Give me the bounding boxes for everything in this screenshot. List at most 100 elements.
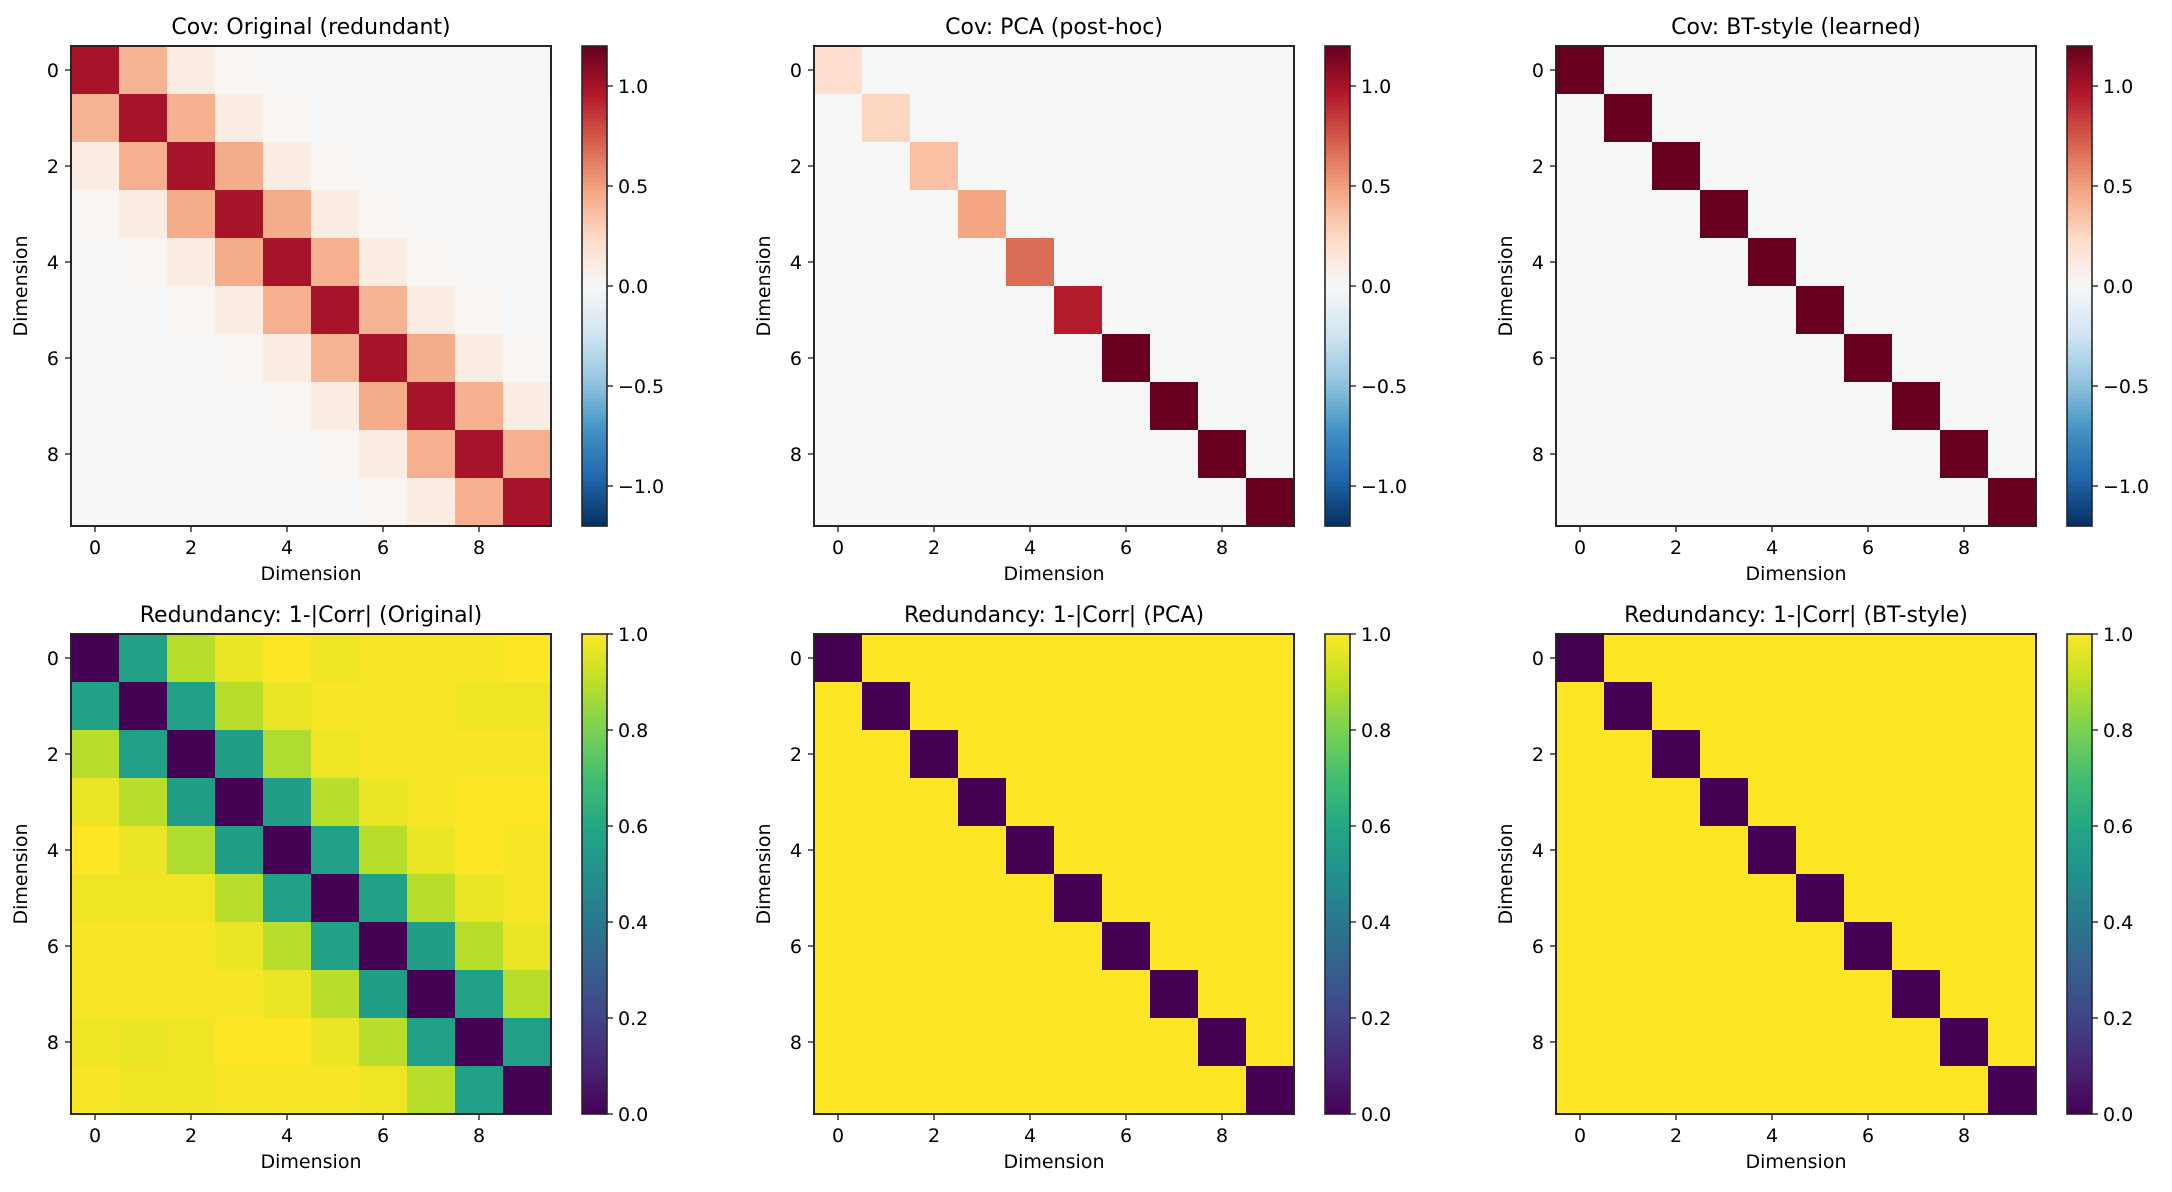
colorbar-tick-label: 0.2 <box>618 1008 648 1030</box>
colorbar-segment <box>582 458 607 463</box>
colorbar-segment <box>1325 202 1350 207</box>
heatmap-cell <box>958 634 1007 683</box>
colorbar-segment <box>1325 766 1350 771</box>
colorbar-segment <box>2067 934 2092 939</box>
colorbar-segment <box>1325 862 1350 867</box>
heatmap-cell <box>503 682 552 731</box>
heatmap-cell <box>910 826 959 875</box>
colorbar-segment <box>1325 226 1350 231</box>
heatmap-cell <box>503 94 552 143</box>
heatmap-cell <box>1006 478 1055 527</box>
colorbar-segment <box>582 1002 607 1007</box>
heatmap-cell <box>407 682 456 731</box>
heatmap-cell <box>1604 730 1653 779</box>
colorbar-segment <box>2067 234 2092 239</box>
colorbar-segment <box>582 742 607 747</box>
colorbar-segment <box>582 750 607 755</box>
colorbar-segment <box>2067 442 2092 447</box>
heatmap-cell <box>1988 826 2037 875</box>
heatmap-cell <box>1700 382 1749 431</box>
colorbar-segment <box>582 906 607 911</box>
colorbar-segment <box>1325 310 1350 315</box>
colorbar-segment <box>582 886 607 891</box>
heatmap-cell <box>1246 478 1295 527</box>
heatmap-cell <box>1796 334 1845 383</box>
colorbar-segment <box>1325 678 1350 683</box>
colorbar-segment <box>1325 762 1350 767</box>
axes-frame <box>1555 45 2037 527</box>
heatmap-cell <box>167 1066 216 1115</box>
heatmap-cell <box>958 334 1007 383</box>
colorbar-segment <box>582 910 607 915</box>
heatmap-cell <box>1246 382 1295 431</box>
heatmap-cell <box>1604 286 1653 335</box>
colorbar-segment <box>2067 446 2092 451</box>
heatmap-cell <box>1748 478 1797 527</box>
heatmap-cell <box>1988 190 2037 239</box>
colorbar-segment <box>1325 94 1350 99</box>
heatmap-cell <box>1844 634 1893 683</box>
colorbar-segment <box>1325 442 1350 447</box>
colorbar-segment <box>582 90 607 95</box>
heatmap-cell <box>910 778 959 827</box>
colorbar-segment <box>582 778 607 783</box>
heatmap-cell <box>1150 46 1199 95</box>
heatmap-cell <box>1102 478 1151 527</box>
heatmap-cell <box>1054 142 1103 191</box>
colorbar-segment <box>1325 394 1350 399</box>
heatmap-cells <box>814 634 1295 1115</box>
colorbar-segment <box>2067 1070 2092 1075</box>
heatmap-cell <box>503 1018 552 1067</box>
colorbar-segment <box>582 894 607 899</box>
colorbar-segment <box>1325 198 1350 203</box>
colorbar-segment <box>1325 454 1350 459</box>
colorbar-segment <box>2067 846 2092 851</box>
colorbar-segment <box>582 1010 607 1015</box>
heatmap-cell <box>1054 46 1103 95</box>
colorbar-segment <box>582 1062 607 1067</box>
colorbar-segment <box>582 882 607 887</box>
panel-title: Redundancy: 1-|Corr| (Original) <box>140 603 483 628</box>
colorbar-segment <box>582 890 607 895</box>
colorbar-segment <box>2067 930 2092 935</box>
colorbar-segment <box>1325 886 1350 891</box>
colorbar-segment <box>1325 922 1350 927</box>
colorbar-segment <box>1325 150 1350 155</box>
heatmap-cell <box>1556 922 1605 971</box>
colorbar-segment <box>582 102 607 107</box>
colorbar-segment <box>1325 654 1350 659</box>
colorbar-segment <box>2067 422 2092 427</box>
colorbar-segment <box>2067 414 2092 419</box>
heatmap-cell <box>167 778 216 827</box>
colorbar-segment <box>582 698 607 703</box>
colorbar-segment <box>1325 378 1350 383</box>
heatmap-cell <box>359 382 408 431</box>
heatmap-cell <box>1940 634 1989 683</box>
colorbar-segment <box>1325 334 1350 339</box>
colorbar-segment <box>1325 230 1350 235</box>
colorbar-segment <box>582 242 607 247</box>
heatmap-cell <box>1054 634 1103 683</box>
colorbar-segment <box>2067 714 2092 719</box>
heatmap-cell <box>71 874 120 923</box>
colorbar-segment <box>582 74 607 79</box>
heatmap-cell <box>263 334 312 383</box>
heatmap-cell <box>71 382 120 431</box>
heatmap-cell <box>1796 922 1845 971</box>
heatmap-cell <box>407 382 456 431</box>
colorbar-segment <box>2067 850 2092 855</box>
heatmap-cell <box>1102 1018 1151 1067</box>
heatmap-cell <box>1556 874 1605 923</box>
y-tick-label: 4 <box>790 840 802 862</box>
heatmap-cell <box>1198 778 1247 827</box>
heatmap-cell <box>407 922 456 971</box>
heatmap-cell <box>1556 478 1605 527</box>
colorbar-segment <box>582 262 607 267</box>
colorbar-segment <box>2067 322 2092 327</box>
heatmap-cell <box>71 922 120 971</box>
heatmap-cell <box>1748 1066 1797 1115</box>
x-axis-label: Dimension <box>1004 563 1105 585</box>
heatmap-cell <box>359 142 408 191</box>
colorbar-segment <box>2067 1042 2092 1047</box>
